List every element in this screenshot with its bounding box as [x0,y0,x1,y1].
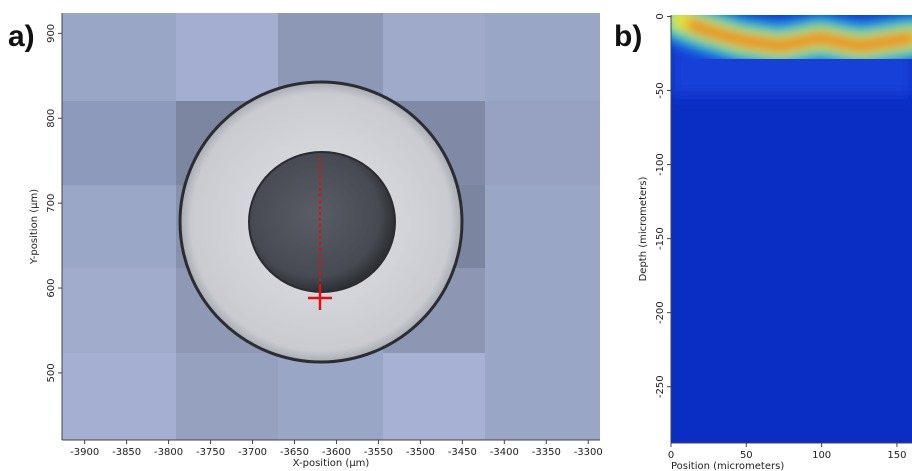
x-axis-title: X-position (µm) [293,458,370,469]
x-tick-label: -3650 [280,447,309,458]
x-tick-label: -3300 [574,447,603,458]
y-tick-label: 600 [46,278,57,297]
x-tick-label: -3450 [448,447,477,458]
y-tick-label: -50 [655,82,666,98]
y-axis-title: Y-position (µm) [29,189,40,265]
y-tick-label: 500 [46,363,57,382]
x-tick-label: 150 [887,450,906,461]
x-tick-label: -3400 [490,447,519,458]
panel-label: a) [8,20,35,53]
y-tick-label: -250 [655,375,666,398]
x-tick-label: -3800 [154,447,183,458]
x-tick-label: -3900 [70,447,99,458]
x-tick-label: 100 [812,450,831,461]
x-tick-label: 0 [668,450,674,461]
y-tick-label: 800 [46,109,57,128]
x-tick-label: -3500 [406,447,435,458]
microscope-image [62,13,600,440]
y-tick-label: 900 [46,24,57,43]
x-tick-label: -3600 [322,447,351,458]
x-tick-label: -3700 [238,447,267,458]
x-tick-label: -3850 [112,447,141,458]
x-tick-label: 50 [740,450,753,461]
panel-label: b) [614,20,642,53]
y-tick-label: 0 [655,13,666,19]
x-axis-title: Position (micrometers) [671,461,784,471]
x-tick-label: -3550 [364,447,393,458]
y-tick-label: 700 [46,194,57,213]
y-tick-label: -150 [655,227,666,250]
y-tick-label: -100 [655,153,666,176]
heatmap-image [671,15,912,443]
x-tick-label: -3350 [532,447,561,458]
x-tick-label: -3750 [196,447,225,458]
y-tick-label: -200 [655,301,666,324]
y-axis-title: Depth (micrometers) [638,177,649,282]
